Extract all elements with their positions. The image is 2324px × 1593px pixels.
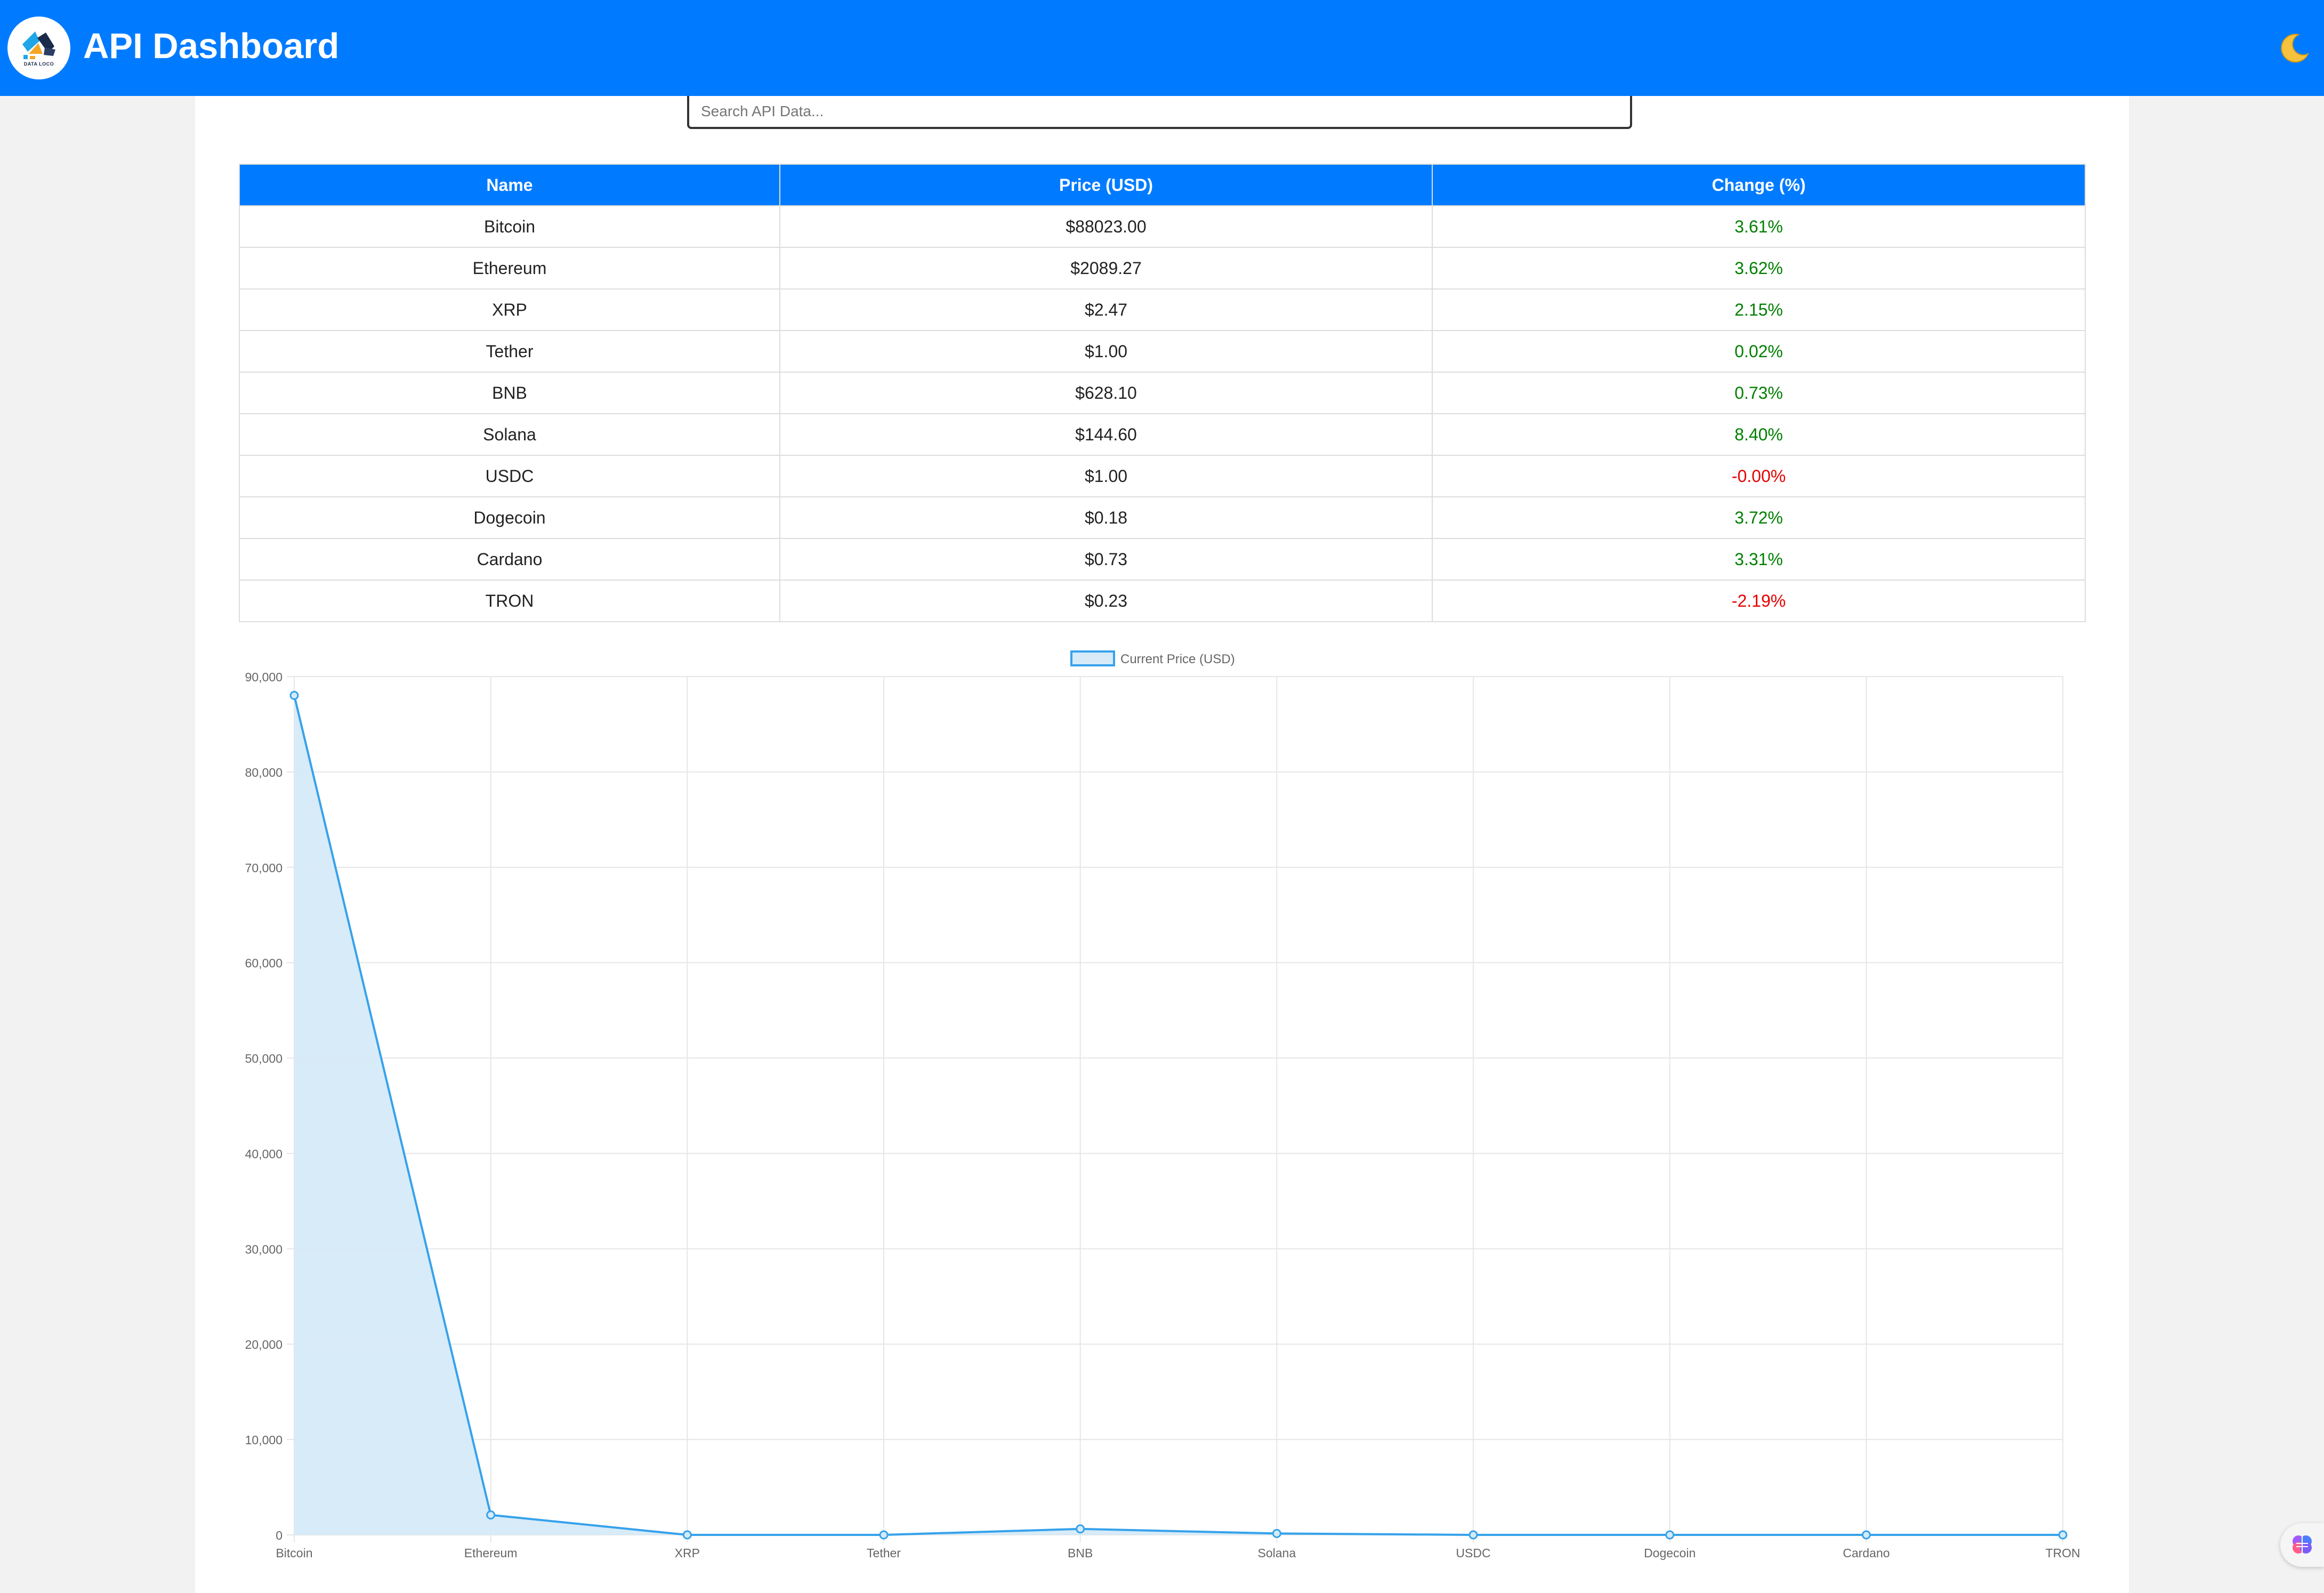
brain-icon [2293, 1535, 2312, 1554]
coin-price: $2089.27 [779, 247, 1433, 289]
coin-change: 8.40% [1432, 413, 2086, 456]
logo-text: DATA LOCO [23, 61, 54, 67]
coin-name: BNB [239, 372, 780, 414]
table-row: XRP $2.47 2.15% [239, 288, 2086, 331]
y-tick-label: 60,000 [245, 956, 283, 970]
column-header-change[interactable]: Change (%) [1432, 164, 2086, 206]
moon-icon [2281, 34, 2310, 63]
column-header-name[interactable]: Name [239, 164, 780, 206]
data-point[interactable] [1468, 1530, 1478, 1540]
table-header-row: Name Price (USD) Change (%) [239, 164, 2086, 206]
logo: DATA LOCO [7, 17, 70, 79]
table-row: Dogecoin $0.18 3.72% [239, 496, 2086, 539]
coin-price: $1.00 [779, 455, 1433, 497]
coin-change: 3.72% [1432, 496, 2086, 539]
theme-toggle-button[interactable] [2277, 30, 2312, 66]
coin-change: 2.15% [1432, 288, 2086, 331]
data-point[interactable] [879, 1530, 889, 1540]
y-tick-label: 10,000 [245, 1433, 283, 1447]
table-row: Tether $1.00 0.02% [239, 330, 2086, 373]
search-input[interactable] [687, 96, 1632, 129]
table-row: Bitcoin $88023.00 3.61% [239, 205, 2086, 248]
coin-name: Tether [239, 330, 780, 373]
series-line [293, 695, 2063, 1536]
legend-label[interactable]: Current Price (USD) [1120, 652, 1235, 666]
coin-name: Solana [239, 413, 780, 456]
x-tick-label: Cardano [1843, 1546, 1890, 1560]
coin-name: Dogecoin [239, 496, 780, 539]
coin-change: 3.31% [1432, 538, 2086, 581]
data-point[interactable] [1861, 1530, 1871, 1540]
coin-change: 3.61% [1432, 205, 2086, 248]
legend-swatch[interactable] [1070, 650, 1115, 666]
coin-price: $0.18 [779, 496, 1433, 539]
coin-change: -0.00% [1432, 455, 2086, 497]
y-tick-label: 30,000 [245, 1242, 283, 1256]
data-point[interactable] [1665, 1530, 1675, 1540]
data-point[interactable] [682, 1530, 692, 1540]
coin-change: 0.73% [1432, 372, 2086, 414]
logo-graphic [22, 31, 55, 59]
y-tick-label: 80,000 [245, 766, 283, 779]
coin-price: $0.73 [779, 538, 1433, 581]
series-area [294, 695, 2063, 1535]
y-tick-label: 40,000 [245, 1147, 283, 1161]
coin-name: Bitcoin [239, 205, 780, 248]
coin-name: Cardano [239, 538, 780, 581]
x-tick-label: XRP [675, 1546, 700, 1560]
data-point[interactable] [1272, 1528, 1281, 1538]
coin-price: $144.60 [779, 413, 1433, 456]
data-point[interactable] [2058, 1530, 2068, 1540]
y-tick-label: 20,000 [245, 1338, 283, 1351]
coin-price: $0.23 [779, 580, 1433, 622]
coin-name: Ethereum [239, 247, 780, 289]
y-tick-label: 90,000 [245, 670, 283, 684]
coin-price: $1.00 [779, 330, 1433, 373]
table-row: Solana $144.60 8.40% [239, 413, 2086, 456]
table-row: BNB $628.10 0.73% [239, 372, 2086, 414]
data-point[interactable] [1076, 1524, 1085, 1534]
page-title: API Dashboard [83, 26, 340, 66]
coin-change: -2.19% [1432, 580, 2086, 622]
table-row: Cardano $0.73 3.31% [239, 538, 2086, 581]
main-content-card: Name Price (USD) Change (%) Bitcoin $880… [195, 96, 2129, 1593]
data-point[interactable] [486, 1510, 496, 1520]
x-tick-label: Tether [867, 1546, 901, 1560]
coin-name: USDC [239, 455, 780, 497]
coin-price: $628.10 [779, 372, 1433, 414]
x-tick-label: Dogecoin [1644, 1546, 1696, 1560]
x-tick-label: Bitcoin [276, 1546, 312, 1560]
coin-change: 0.02% [1432, 330, 2086, 373]
assistant-button[interactable] [2280, 1523, 2324, 1567]
coin-change: 3.62% [1432, 247, 2086, 289]
data-point[interactable] [289, 690, 299, 700]
x-tick-label: TRON [2045, 1546, 2080, 1560]
crypto-table: Name Price (USD) Change (%) Bitcoin $880… [239, 164, 2086, 622]
top-bar: DATA LOCO API Dashboard [0, 0, 2324, 96]
column-header-price[interactable]: Price (USD) [779, 164, 1433, 206]
y-tick-label: 70,000 [245, 861, 283, 875]
x-tick-label: BNB [1068, 1546, 1093, 1560]
coin-name: XRP [239, 288, 780, 331]
coin-price: $2.47 [779, 288, 1433, 331]
x-tick-label: Solana [1258, 1546, 1296, 1560]
coin-price: $88023.00 [779, 205, 1433, 248]
price-chart: 0 10,000 20,000 30,000 40,000 50,000 60,000 70,… [245, 650, 2080, 1560]
table-row: Ethereum $2089.27 3.62% [239, 247, 2086, 289]
table-row: USDC $1.00 -0.00% [239, 455, 2086, 497]
x-tick-label: Ethereum [464, 1546, 518, 1560]
table-row: TRON $0.23 -2.19% [239, 580, 2086, 622]
y-tick-label: 0 [276, 1528, 283, 1542]
coin-name: TRON [239, 580, 780, 622]
x-tick-label: USDC [1456, 1546, 1490, 1560]
y-tick-label: 50,000 [245, 1052, 283, 1066]
